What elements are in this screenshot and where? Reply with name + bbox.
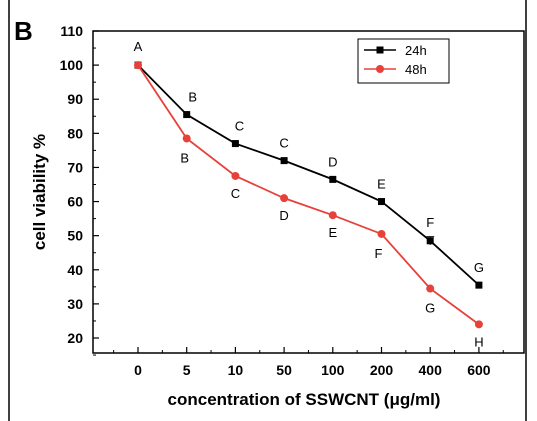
x-tick-label: 100	[321, 362, 345, 378]
point-label: B	[188, 90, 197, 105]
data-point-24h	[231, 140, 239, 148]
data-point-48h	[377, 229, 386, 238]
panel-label: B	[14, 16, 33, 46]
point-label: E	[377, 177, 386, 192]
y-tick-label: 40	[67, 262, 83, 278]
series-layer: A B C C D E F G B C D E F G H	[134, 39, 484, 349]
y-tick-label: 20	[67, 330, 83, 346]
legend-label-24h: 24h	[405, 43, 427, 58]
x-tick-label: 10	[228, 362, 244, 378]
point-label: B	[180, 150, 189, 165]
x-axis: 0 5 10 50 100 200 400 600	[113, 347, 504, 378]
legend-marker-48h	[376, 65, 384, 73]
point-label: A	[134, 39, 143, 54]
point-label: D	[328, 154, 337, 169]
data-point-24h	[183, 111, 191, 119]
point-label: G	[425, 301, 435, 316]
point-label: F	[426, 215, 434, 230]
y-tick-label: 50	[67, 228, 83, 244]
data-point-48h	[231, 171, 240, 180]
y-tick-label: 60	[67, 194, 83, 210]
legend-label-48h: 48h	[405, 62, 427, 77]
point-label: F	[375, 246, 383, 261]
data-point-24h	[475, 281, 483, 289]
legend-box	[357, 38, 450, 84]
y-axis-title: cell viability %	[30, 134, 49, 250]
data-point-24h	[378, 198, 385, 206]
x-tick-label: 200	[370, 362, 394, 378]
x-tick-label: 50	[276, 362, 292, 378]
y-tick-label: 30	[67, 296, 83, 312]
data-point-24h	[280, 157, 288, 165]
x-tick-label: 400	[419, 362, 443, 378]
y-tick-label: 70	[67, 159, 83, 175]
data-point-24h	[329, 175, 337, 183]
y-tick-label: 100	[60, 57, 84, 73]
point-label: E	[328, 225, 337, 240]
point-label: C	[235, 119, 244, 134]
legend-marker-24h	[376, 46, 384, 54]
x-axis-title: concentration of SSWCNT (μg/ml)	[168, 390, 441, 409]
series-line-48h	[137, 64, 480, 326]
data-point-48h	[182, 134, 191, 143]
point-label: D	[279, 208, 288, 223]
data-point-48h	[134, 61, 142, 70]
data-point-48h	[474, 320, 483, 329]
data-point-24h	[426, 237, 434, 245]
y-axis: 20 30 40 50 60 70 80 90 100 110	[60, 23, 99, 356]
x-tick-label: 5	[183, 362, 191, 378]
data-point-48h	[280, 194, 289, 203]
plot-area	[92, 30, 525, 354]
x-tick-label: 0	[134, 362, 142, 378]
y-tick-label: 90	[67, 91, 83, 107]
data-point-48h	[426, 284, 435, 293]
point-label: G	[474, 260, 484, 275]
point-label: H	[474, 334, 483, 349]
y-tick-label: 110	[60, 23, 83, 39]
y-tick-label: 80	[67, 125, 83, 141]
x-tick-label: 600	[467, 362, 491, 378]
point-label: C	[231, 186, 240, 201]
data-point-48h	[328, 211, 337, 220]
legend: 24h 48h	[357, 38, 450, 84]
series-line-24h	[137, 64, 480, 286]
point-label: C	[279, 136, 288, 151]
